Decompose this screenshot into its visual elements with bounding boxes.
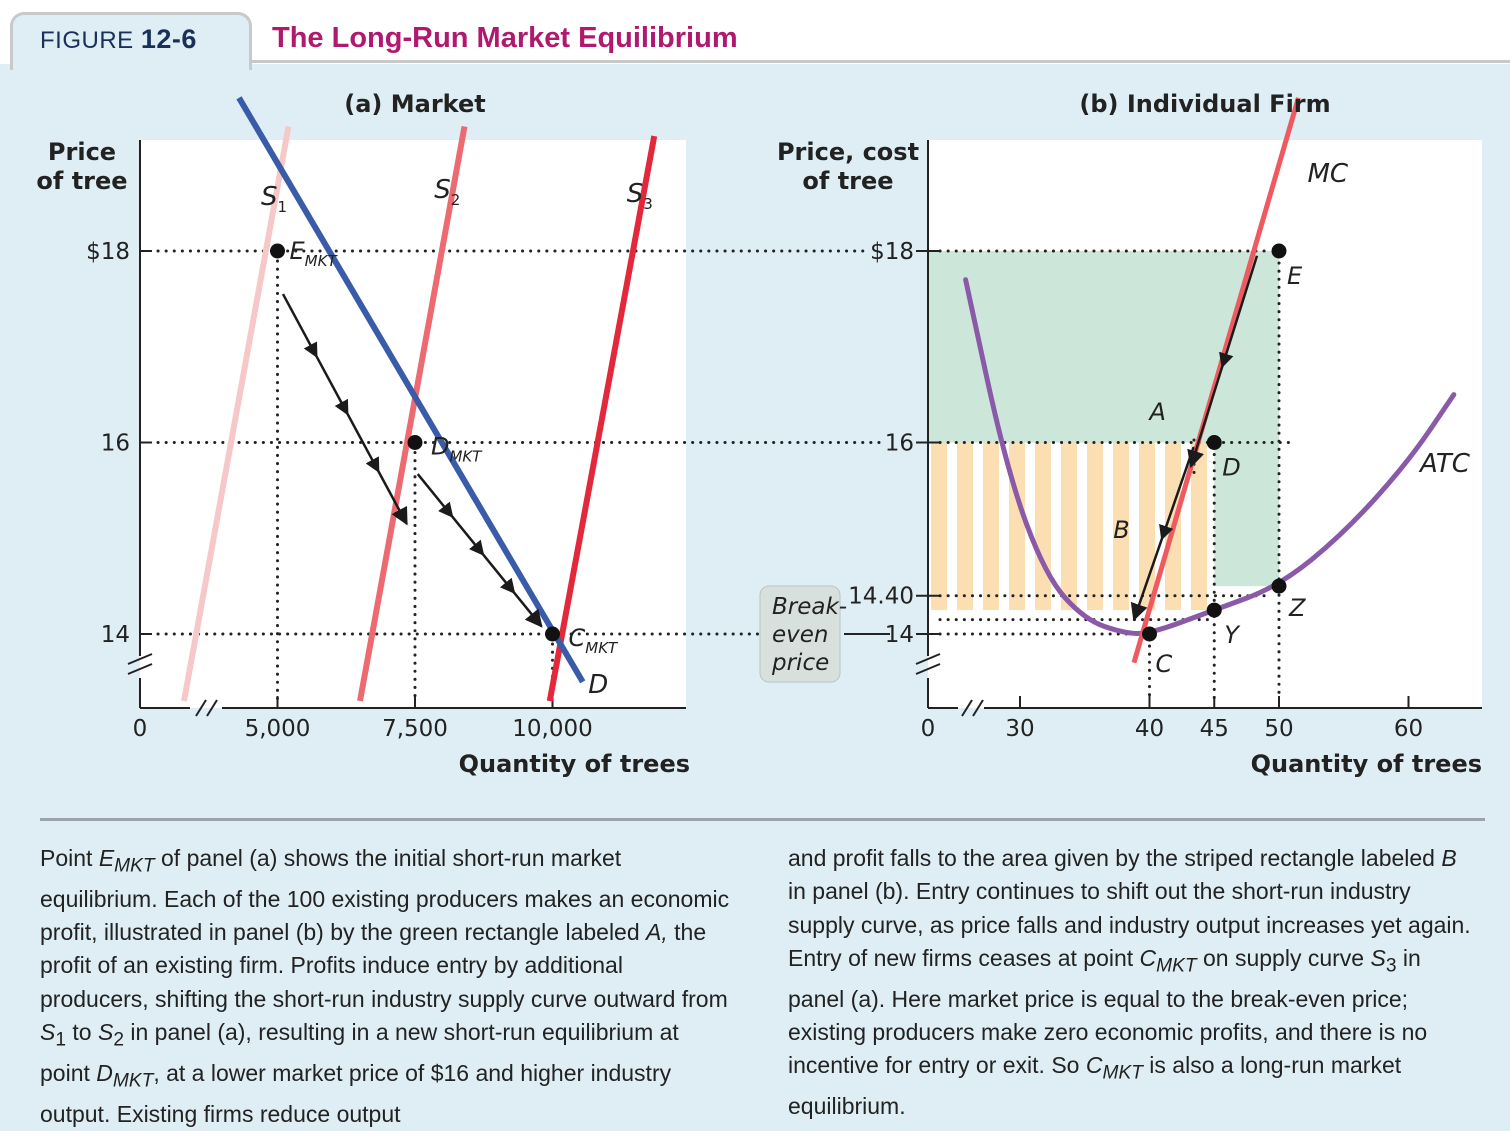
- panel-b-x-tick-label: 45: [1200, 716, 1229, 742]
- panel-b-y-tick-label: 14.40: [848, 584, 914, 610]
- panel-a-shift-arrow-1: [281, 293, 408, 526]
- label-area-b: B: [1113, 516, 1129, 544]
- panel-a-y-axis-break: [127, 653, 153, 675]
- panel-a-y-title-line1: Price: [48, 138, 116, 166]
- point-y: [1206, 602, 1222, 618]
- label-s2: S2: [434, 175, 460, 209]
- label-point-y: Y: [1224, 621, 1241, 649]
- point-z: [1271, 578, 1287, 594]
- panel-a-x-tick-label: 10,000: [512, 716, 592, 742]
- area-b-stripe: [1061, 442, 1077, 611]
- panel-b-x-title: Quantity of trees: [1251, 750, 1482, 778]
- caption-left: Point EMKT of panel (a) shows the initia…: [40, 845, 730, 1127]
- area-b-stripe: [1191, 442, 1207, 611]
- panel-a-y-title-line2: of tree: [36, 167, 127, 195]
- label-point-e: E: [1287, 262, 1303, 290]
- point-e: [1271, 243, 1287, 259]
- panel-a-title: (a) Market: [344, 90, 485, 118]
- label-e-mkt: EMKT: [290, 237, 339, 270]
- curve-atc: [963, 277, 1457, 637]
- panel-b-y-tick-label: $18: [870, 239, 914, 265]
- label-atc: ATC: [1418, 449, 1471, 479]
- break-even-callout-line: price: [771, 650, 829, 676]
- area-b-stripe: [983, 442, 999, 611]
- header-rule: [252, 60, 1510, 63]
- panel-a-x-tick-label: 5,000: [245, 716, 311, 742]
- panel-a-x-axis-break: [195, 699, 218, 717]
- figure-number: 12-6: [140, 24, 197, 54]
- panel-b-x-axis-break: [961, 699, 984, 717]
- label-c-mkt: CMKT: [569, 624, 620, 657]
- caption-divider: [40, 818, 1485, 821]
- panel-b-y-title-line2: of tree: [802, 167, 893, 195]
- panel-b-y-title-line1: Price, cost: [777, 138, 919, 166]
- label-point-z: Z: [1288, 594, 1306, 622]
- break-even-callout-line: even: [772, 622, 829, 648]
- panel-b-x-tick-label: 0: [921, 716, 936, 742]
- panel-a-x-tick-label: 7,500: [382, 716, 448, 742]
- panel-a-y-tick-label: $18: [86, 239, 130, 265]
- curve-s1: [181, 125, 292, 702]
- panel-a-x-tick-label: 0: [133, 716, 148, 742]
- area-b-stripe: [931, 442, 947, 611]
- label-point-c: C: [1156, 650, 1173, 678]
- area-b-stripe: [1009, 442, 1025, 611]
- figure-word: FIGURE: [40, 27, 134, 54]
- break-even-callout-line: Break-: [772, 594, 847, 620]
- label-d: D: [588, 670, 608, 700]
- point-c-mkt: [545, 626, 560, 642]
- area-b-stripe: [957, 442, 973, 611]
- panel-b-x-tick-label: 40: [1135, 716, 1164, 742]
- area-b-stripe: [1087, 442, 1103, 611]
- panel-b-x-tick-label: 60: [1394, 716, 1423, 742]
- panel-b-x-tick-label: 50: [1264, 716, 1293, 742]
- area-b-stripe: [1035, 442, 1051, 611]
- point-d: [1206, 435, 1222, 450]
- point-d-mkt: [407, 435, 423, 450]
- label-s1: S1: [261, 182, 287, 216]
- area-b-stripe: [1113, 442, 1129, 611]
- panel-a-shift-arrow-2: [416, 473, 543, 628]
- panel-b-title: (b) Individual Firm: [1079, 90, 1330, 118]
- break-even-callout-box: [759, 585, 841, 683]
- label-mc: MC: [1307, 159, 1348, 189]
- figure-label: FIGURE 12-6: [40, 24, 197, 55]
- point-e-mkt: [270, 243, 285, 259]
- point-c: [1142, 626, 1157, 642]
- figure-title: The Long-Run Market Equilibrium: [272, 22, 738, 54]
- panel-b-x-tick-label: 30: [1005, 716, 1034, 742]
- panel-a: $18 16 14 0 5,000 7,500 10,000 S1 S2 S3 D EMKT DMKT C…: [36, 90, 882, 778]
- caption-right: and profit falls to the area given by th…: [788, 845, 1471, 1120]
- curve-s3: [546, 135, 658, 702]
- panel-b-y-axis-break: [915, 653, 941, 675]
- panel-b-shift-arrow-1: [1187, 255, 1259, 469]
- figure-tab: [10, 12, 252, 70]
- curve-s2: [357, 125, 468, 702]
- panel-a-y-tick-label: 16: [101, 431, 130, 457]
- label-area-a: A: [1148, 398, 1166, 426]
- panel-a-x-title: Quantity of trees: [459, 750, 690, 778]
- panel-a-y-tick-label: 14: [101, 622, 130, 648]
- chart-canvas: $18 16 14 0 5,000 7,500 10,000 S1 S2 S3 D EMKT DMKT C…: [36, 90, 1482, 778]
- panel-b-shift-arrow-2: [1130, 446, 1195, 622]
- panel-b-y-tick-label: 16: [885, 431, 914, 457]
- label-d-mkt: DMKT: [431, 433, 483, 466]
- label-s3: S3: [627, 179, 653, 213]
- label-point-d: D: [1222, 454, 1240, 482]
